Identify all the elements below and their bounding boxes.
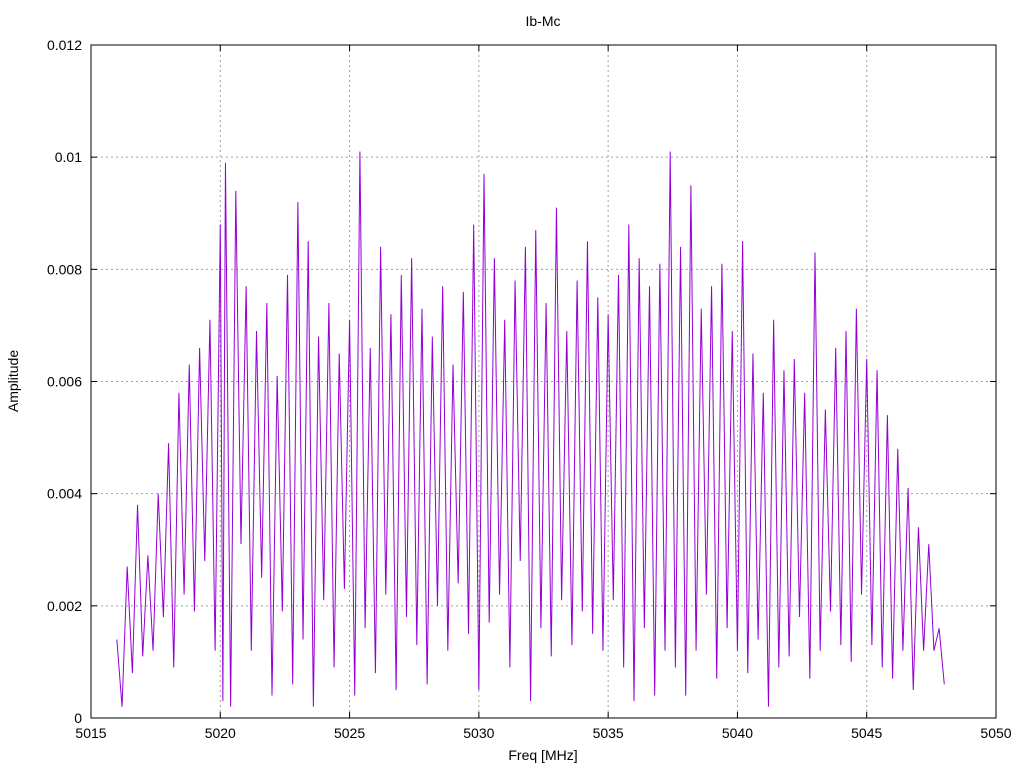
x-tick-label: 5040 (722, 725, 753, 741)
y-axis-title: Amplitude (5, 350, 21, 412)
x-tick-label: 5035 (593, 725, 624, 741)
y-tick-label: 0 (74, 710, 82, 726)
axis-ticks (90, 44, 997, 719)
x-tick-label: 5025 (334, 725, 365, 741)
chart-title: Ib-Mc (526, 13, 561, 29)
x-tick-label: 5015 (75, 725, 106, 741)
y-tick-label: 0.012 (47, 37, 82, 53)
x-axis-title: Freq [MHz] (508, 747, 577, 763)
y-tick-label: 0.004 (47, 486, 82, 502)
x-tick-label: 5020 (205, 725, 236, 741)
x-tick-labels: 5015 5020 5025 5030 5035 5040 5045 5050 (75, 725, 1011, 741)
x-tick-label: 5050 (980, 725, 1011, 741)
x-tick-label: 5030 (463, 725, 494, 741)
grid-lines (91, 45, 996, 718)
x-tick-label: 5045 (851, 725, 882, 741)
y-tick-labels: 0 0.002 0.004 0.006 0.008 0.01 0.012 (47, 37, 82, 726)
series-line (116, 151, 945, 707)
y-tick-label: 0.006 (47, 374, 82, 390)
y-tick-label: 0.002 (47, 598, 82, 614)
y-tick-label: 0.01 (55, 149, 82, 165)
y-tick-label: 0.008 (47, 261, 82, 277)
